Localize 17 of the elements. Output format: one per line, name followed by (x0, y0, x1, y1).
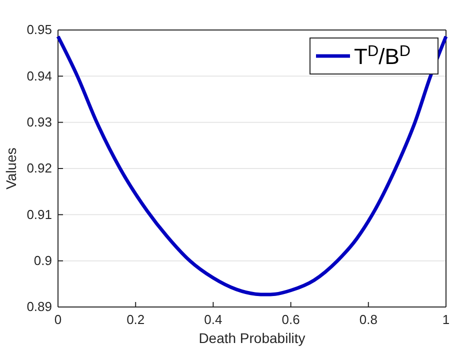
y-tick-label: 0.92 (26, 160, 52, 176)
x-tick-label: 0.4 (204, 312, 222, 328)
y-axis-title: Values (3, 148, 19, 190)
y-tick-label: 0.9 (34, 252, 52, 268)
y-tick-label: 0.91 (26, 206, 52, 222)
line-series (56, 34, 448, 296)
y-tick-label: 0.89 (26, 299, 52, 314)
x-tick-label: 0.2 (126, 312, 145, 328)
y-tick-label: 0.95 (26, 22, 52, 38)
x-tick-label: 0.8 (359, 312, 378, 328)
y-tick-label: 0.94 (26, 68, 52, 84)
x-axis-title: Death Probability (198, 330, 306, 346)
legend-label: T$^{D}$/B$^{D}$ (354, 42, 410, 69)
x-tick-label: 1 (442, 312, 450, 328)
x-tick-label: 0.6 (282, 312, 300, 328)
y-tick-label: 0.93 (26, 114, 52, 130)
x-tick-label: 0 (54, 312, 62, 328)
